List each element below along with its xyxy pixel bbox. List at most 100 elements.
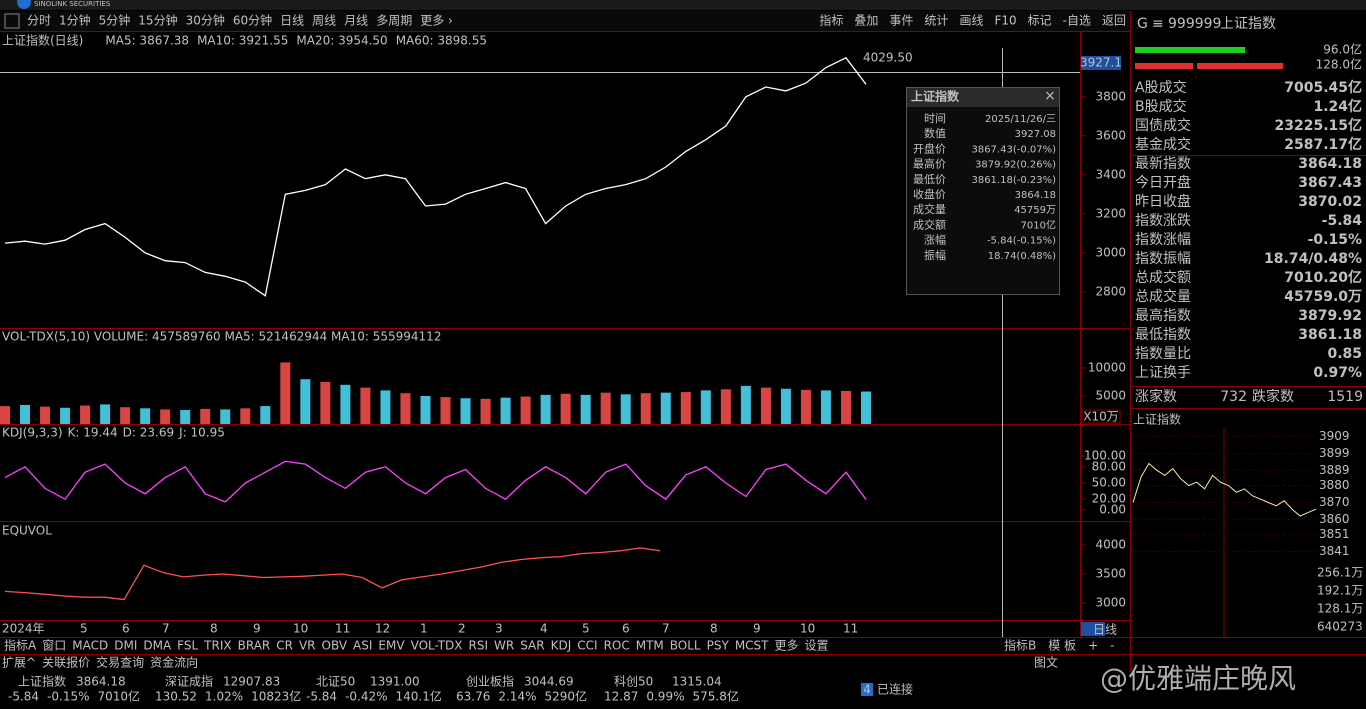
- time-label: 6: [122, 622, 130, 636]
- indicator: MA10: 3921.55: [197, 34, 288, 48]
- y-tick-label: 3400: [1095, 167, 1126, 181]
- mini-tick-label: 3889: [1319, 463, 1350, 477]
- tooltip-label: 数值: [924, 127, 946, 140]
- indicator-tab[interactable]: EMV: [378, 639, 405, 653]
- buy-bar: [1135, 47, 1245, 53]
- indicator-tab[interactable]: 指标A: [4, 638, 37, 653]
- extension-tab[interactable]: 扩展^: [2, 656, 36, 670]
- indicator-tab[interactable]: 模 板: [1048, 639, 1076, 653]
- stat-label: 指数量比: [1135, 346, 1191, 362]
- indicator-tab[interactable]: SAR: [520, 639, 544, 653]
- volume-bar: [80, 405, 91, 424]
- period-tab[interactable]: 更多 ›: [420, 14, 453, 28]
- top-strip: [0, 0, 1366, 10]
- tool-button[interactable]: 画线: [959, 14, 983, 28]
- indicator-tab[interactable]: TRIX: [203, 639, 231, 653]
- stat-label: 最高指数: [1135, 307, 1191, 324]
- period-tab[interactable]: 60分钟: [233, 13, 272, 28]
- period-tab[interactable]: 月线: [344, 14, 368, 28]
- index-name: 北证50: [316, 675, 355, 689]
- indicator-tab[interactable]: WR: [494, 639, 514, 653]
- period-tab[interactable]: 日线: [280, 14, 304, 28]
- period-tab[interactable]: 5分钟: [99, 13, 131, 28]
- tool-button[interactable]: 统计: [924, 14, 948, 28]
- indicator-tab[interactable]: +: [1088, 639, 1098, 653]
- indicator-tab[interactable]: DMA: [143, 639, 172, 653]
- tool-button[interactable]: -自选: [1063, 14, 1091, 28]
- indicator-tab[interactable]: 设置: [805, 639, 829, 653]
- y-tick-label: 0.00: [1099, 503, 1126, 517]
- tool-button[interactable]: 事件: [889, 14, 913, 28]
- index-value: 12907.83: [223, 675, 280, 689]
- period-tab[interactable]: 1分钟: [59, 13, 91, 28]
- period-tab[interactable]: 周线: [312, 14, 336, 28]
- index-change: -0.15%: [47, 690, 89, 704]
- price-line: [4, 56, 867, 297]
- stat-label: 最低指数: [1135, 327, 1191, 343]
- logo: SINOLINK SECURITIES: [34, 0, 111, 8]
- time-label: 7: [662, 622, 670, 636]
- tool-button[interactable]: 指标: [819, 13, 843, 28]
- indicator-tab[interactable]: -: [1110, 639, 1114, 653]
- indicator-tab[interactable]: MACD: [72, 639, 108, 653]
- indicator-tab[interactable]: VOL-TDX: [411, 639, 463, 653]
- kdj-header: K: 19.44: [68, 426, 118, 440]
- extension-tab[interactable]: 交易查询: [96, 655, 144, 670]
- y-tick-label: 3200: [1095, 206, 1126, 220]
- indicator-tab[interactable]: RSI: [469, 639, 489, 653]
- indicator-tab[interactable]: MTM: [636, 639, 664, 653]
- tool-button[interactable]: 返回: [1102, 14, 1126, 28]
- tooltip-value: 3861.18(-0.23%): [971, 175, 1056, 186]
- tool-button[interactable]: 标记: [1028, 14, 1052, 28]
- stat-label: 指数涨幅: [1135, 232, 1191, 248]
- time-label: 2024年: [2, 622, 45, 636]
- volume-bar: [380, 390, 391, 424]
- period-tab[interactable]: 15分钟: [138, 13, 177, 28]
- tool-button[interactable]: F10: [994, 14, 1016, 28]
- volume-bar: [580, 394, 591, 424]
- indicator-tab[interactable]: MCST: [735, 639, 769, 653]
- indicator-tab[interactable]: ROC: [604, 639, 630, 653]
- indicator-tab[interactable]: 指标B: [1004, 638, 1036, 653]
- extension-tab[interactable]: 图文: [1034, 655, 1058, 670]
- frames: [0, 11, 1366, 672]
- y-tick-label: 3800: [1095, 89, 1126, 103]
- mini-tick-label: 3851: [1319, 527, 1350, 541]
- volume-bar: [500, 397, 511, 424]
- period-tab[interactable]: 多周期: [376, 14, 412, 28]
- indicator-tab[interactable]: OBV: [322, 639, 348, 653]
- indicator-tab[interactable]: PSY: [707, 639, 730, 653]
- stat-value: 23225.15亿: [1274, 117, 1362, 134]
- index-name: 深证成指: [165, 674, 213, 689]
- tooltip-label: 振幅: [924, 248, 946, 262]
- volume-bar: [180, 410, 191, 424]
- bar-label: 96.0亿: [1323, 42, 1362, 57]
- indicator-tab[interactable]: KDJ: [551, 639, 572, 653]
- extension-tab[interactable]: 资金流向: [150, 655, 198, 670]
- indicator-tab[interactable]: 窗口: [42, 639, 66, 653]
- indicator-tab[interactable]: BRAR: [238, 639, 271, 653]
- indicator-tab[interactable]: CR: [276, 639, 293, 653]
- indicator-tab[interactable]: FSL: [177, 639, 198, 653]
- extension-tab[interactable]: 关联报价: [42, 655, 90, 670]
- volume-bar: [100, 404, 111, 424]
- menu-icon[interactable]: [4, 13, 20, 29]
- indicator-tab[interactable]: VR: [299, 639, 316, 653]
- timeframe-label: 日线: [1093, 623, 1117, 637]
- period-tab[interactable]: 30分钟: [186, 13, 225, 28]
- tooltip-label: 成交量: [913, 202, 946, 216]
- indicator-tab[interactable]: DMI: [114, 639, 137, 653]
- period-tab[interactable]: 分时: [27, 14, 51, 28]
- tooltip-close[interactable]: ×: [1044, 88, 1056, 104]
- indicator-tab[interactable]: ASI: [353, 639, 372, 653]
- volume-bar: [300, 379, 311, 424]
- indicator: MA20: 3954.50: [296, 34, 387, 48]
- indicator-tab[interactable]: 更多: [775, 639, 799, 653]
- indicator-tab[interactable]: CCI: [577, 639, 597, 653]
- mini-tick-label: 3909: [1319, 429, 1350, 443]
- tool-button[interactable]: 叠加: [854, 14, 878, 28]
- volume-bar: [861, 391, 871, 424]
- indicator-tab[interactable]: BOLL: [670, 639, 701, 653]
- stat-value: 0.97%: [1313, 365, 1362, 381]
